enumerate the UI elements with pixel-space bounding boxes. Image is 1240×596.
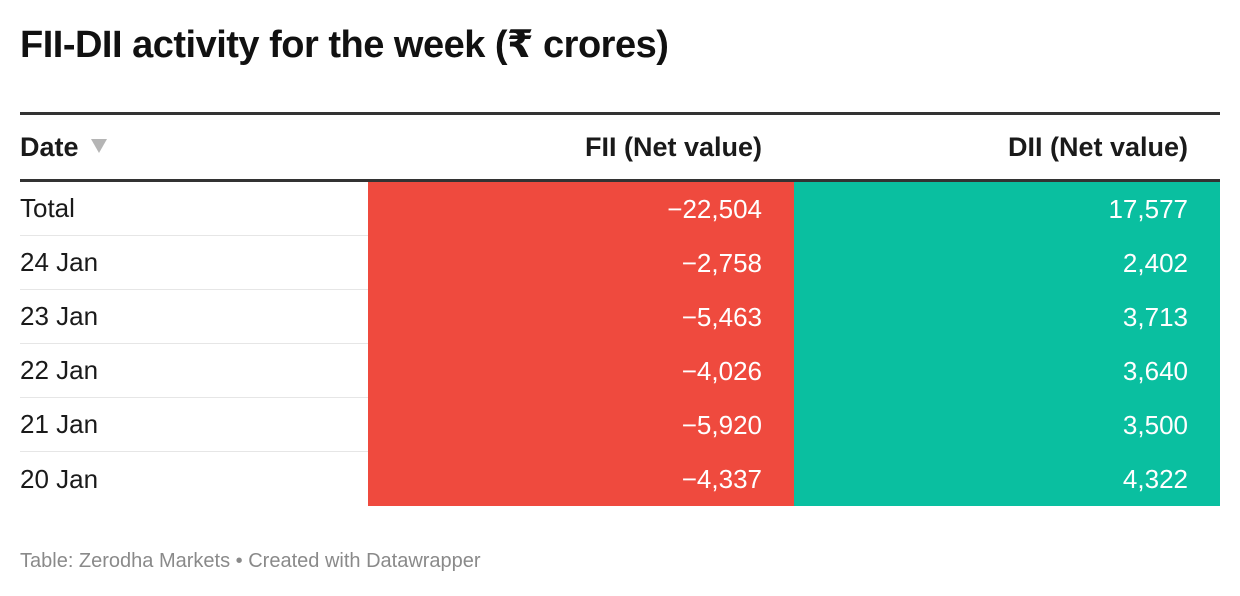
header-fii[interactable]: FII (Net value) xyxy=(584,131,762,162)
cell-fii-net-value: −2,758 xyxy=(368,236,794,290)
sort-down-triangle-icon[interactable] xyxy=(90,139,107,154)
cell-dii-net-value: 3,500 xyxy=(794,398,1220,452)
table-row: 23 Jan −5,463 3,713 xyxy=(20,290,1220,344)
cell-date: 24 Jan xyxy=(20,236,368,290)
cell-fii-net-value: −5,463 xyxy=(368,290,794,344)
table-row: 20 Jan −4,337 4,322 xyxy=(20,452,1220,506)
cell-dii-net-value: 2,402 xyxy=(794,236,1220,290)
cell-dii-net-value: 3,640 xyxy=(794,344,1220,398)
table-row: 24 Jan −2,758 2,402 xyxy=(20,236,1220,290)
footer-separator: • xyxy=(230,550,249,572)
cell-dii-net-value: 4,322 xyxy=(794,452,1220,506)
cell-date: Total xyxy=(20,182,368,236)
cell-date: 22 Jan xyxy=(20,344,368,398)
header-date[interactable]: Date xyxy=(20,132,368,163)
footer: Table: Zerodha Markets • Created with Da… xyxy=(20,550,481,573)
table-row: 21 Jan −5,920 3,500 xyxy=(20,398,1220,452)
cell-date: 21 Jan xyxy=(20,398,368,452)
table-row: Total −22,504 17,577 xyxy=(20,182,1220,236)
table-body: Total −22,504 17,577 24 Jan −2,758 2,402 23 Ja… xyxy=(20,182,1220,506)
data-table: Date FII (Net value) DII (Net value) Tot… xyxy=(20,112,1220,506)
cell-fii-net-value: −4,026 xyxy=(368,344,794,398)
table-row: 22 Jan −4,026 3,640 xyxy=(20,344,1220,398)
table-header: Date FII (Net value) DII (Net value) xyxy=(20,112,1220,182)
cell-fii-net-value: −22,504 xyxy=(368,182,794,236)
cell-date: 20 Jan xyxy=(20,463,99,494)
cell-fii-net-value: −5,920 xyxy=(368,398,794,452)
header-dii[interactable]: DII (Net value) xyxy=(1007,131,1188,162)
cell-date: 23 Jan xyxy=(20,290,368,344)
chart-title: FII-DII activity for the week (₹ crores) xyxy=(20,24,669,66)
footer-credit[interactable]: Created with Datawrapper xyxy=(248,550,481,572)
cell-dii-net-value: 17,577 xyxy=(794,182,1220,236)
cell-fii-net-value: −4,337 xyxy=(368,452,794,506)
footer-source: Table: Zerodha Markets xyxy=(20,550,231,572)
header-date-label: Date xyxy=(20,131,79,162)
cell-dii-net-value: 3,713 xyxy=(794,290,1220,344)
